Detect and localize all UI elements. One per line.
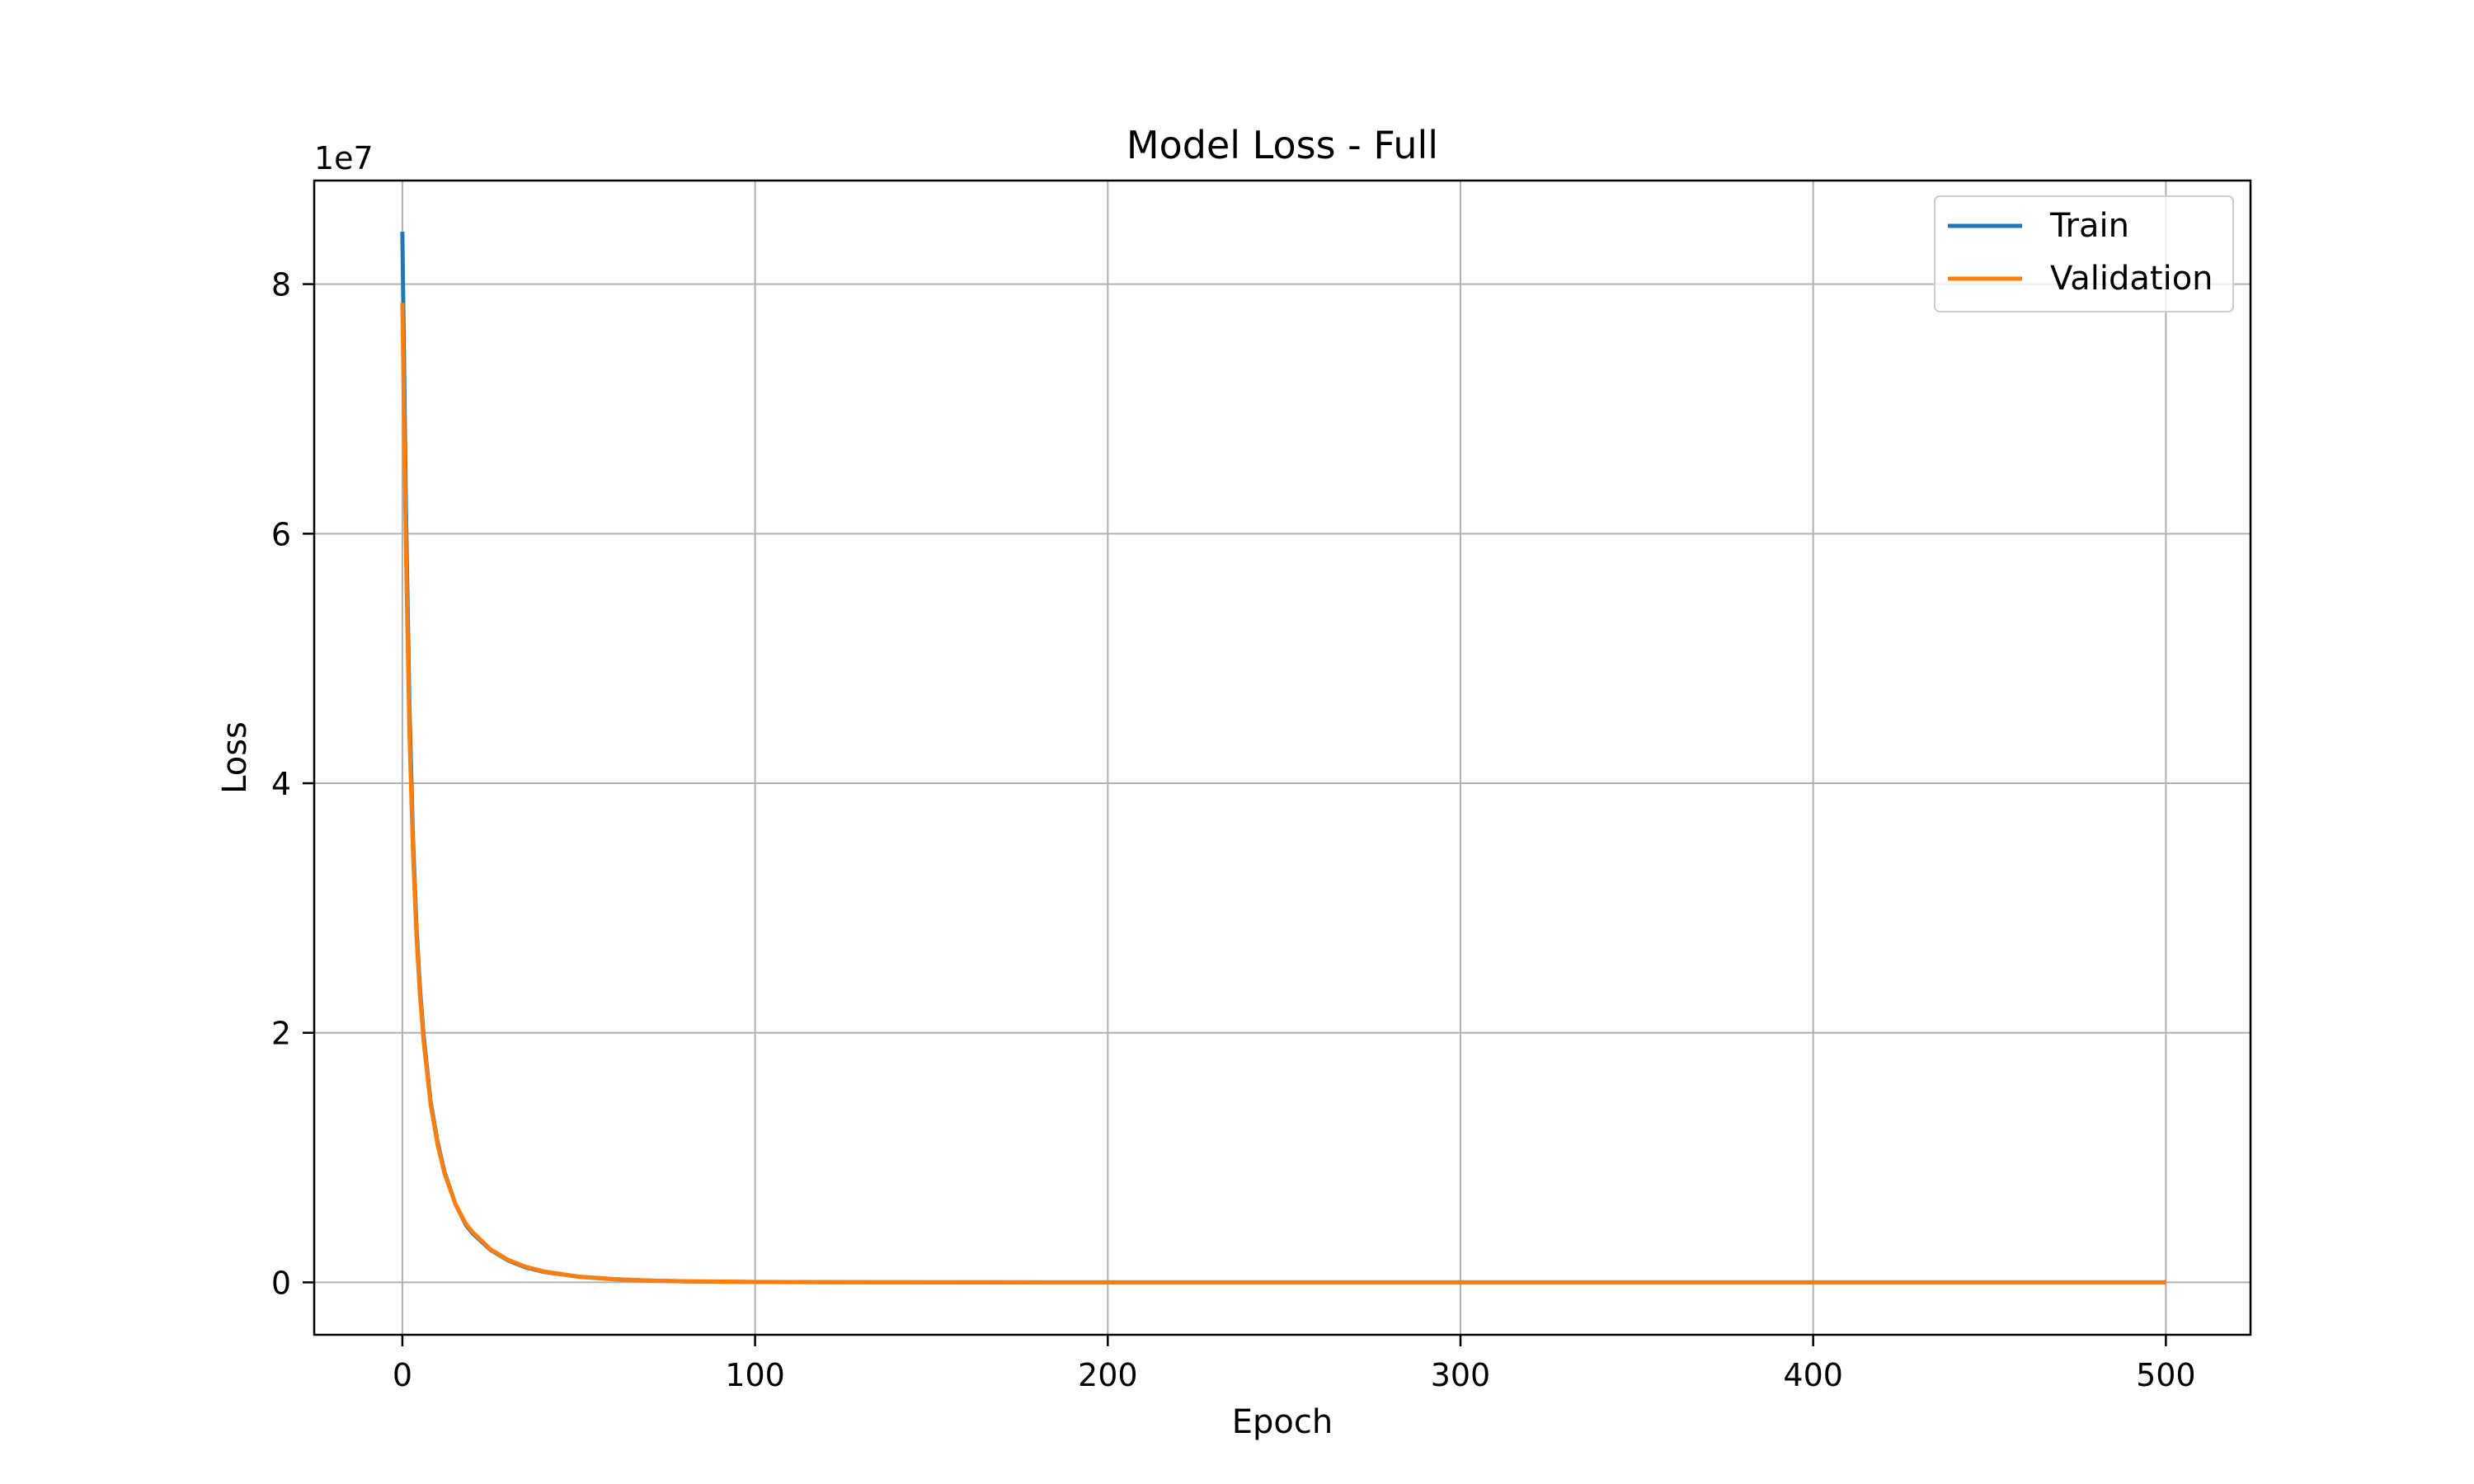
y-axis-label: Loss: [216, 721, 254, 794]
x-tick-label: 0: [393, 1357, 412, 1393]
x-tick-label: 200: [1078, 1357, 1138, 1393]
x-tick-label: 400: [1783, 1357, 1843, 1393]
legend: Train Validation: [1934, 195, 2234, 312]
y-axis-offset-label: 1e7: [314, 140, 374, 176]
x-tick-label: 100: [725, 1357, 785, 1393]
y-tick-label: 6: [271, 516, 291, 552]
x-tick-label: 500: [2136, 1357, 2196, 1393]
legend-label-validation: Validation: [2050, 260, 2213, 298]
x-axis-label: Epoch: [1232, 1403, 1333, 1441]
legend-label-train: Train: [2049, 207, 2129, 245]
y-tick-label: 2: [271, 1016, 291, 1052]
y-tick-label: 0: [271, 1265, 291, 1301]
chart-title: Model Loss - Full: [1126, 123, 1438, 167]
series-lines: [400, 232, 2166, 1284]
series-line-validation: [400, 303, 2166, 1284]
x-tick-label: 300: [1431, 1357, 1491, 1393]
y-tick-label: 8: [271, 267, 291, 303]
plot-frame: [313, 179, 2252, 1336]
y-tick-label: 4: [271, 766, 291, 802]
axis-ticks: 0 100 200 300 400 500 0 2 4 6 8: [271, 267, 2196, 1393]
